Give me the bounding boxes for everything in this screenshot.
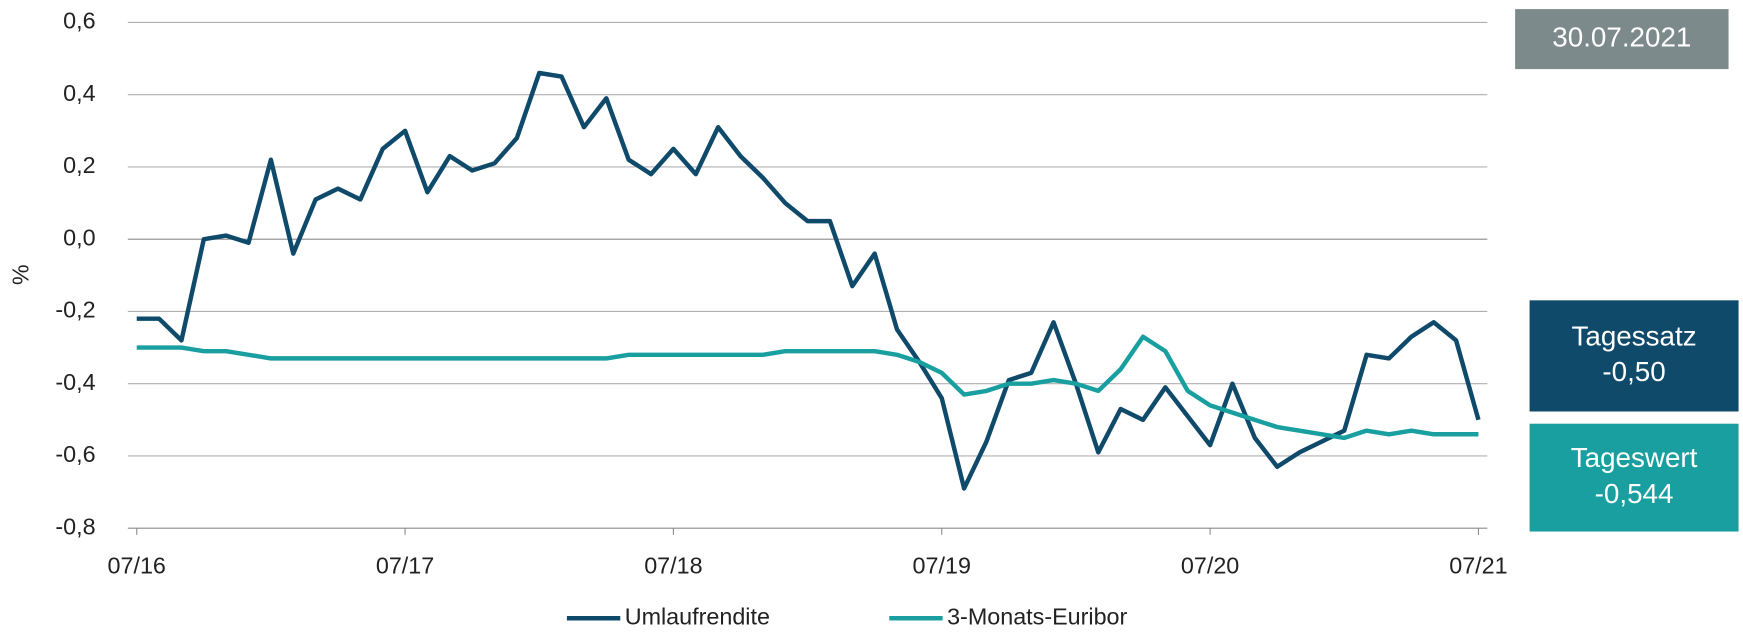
annotation-text: Tageswert — [1571, 442, 1698, 473]
annotation-text: Tagessatz — [1572, 320, 1697, 351]
y-tick-label: -0,2 — [55, 297, 95, 323]
x-tick-label: 07/18 — [644, 552, 702, 578]
annotation-text: -0,544 — [1595, 478, 1674, 509]
annotation-box — [1529, 423, 1739, 532]
y-tick-label: 0,4 — [63, 80, 95, 106]
annotation-box — [1529, 300, 1739, 412]
annotation-text: -0,50 — [1602, 356, 1665, 387]
y-tick-label: 0,6 — [63, 8, 95, 34]
y-axis-label: % — [7, 264, 33, 285]
legend-label: Umlaufrendite — [625, 603, 770, 629]
x-tick-label: 07/19 — [913, 552, 971, 578]
line-series — [136, 334, 1479, 441]
y-tick-label: -0,4 — [55, 369, 95, 395]
y-tick-label: -0,8 — [55, 513, 95, 539]
legend-label: 3-Monats-Euribor — [947, 603, 1127, 629]
y-tick-label: 0,2 — [63, 152, 95, 178]
x-tick-label: 07/20 — [1181, 552, 1239, 578]
annotation-box — [1515, 9, 1729, 70]
annotation-text: 30.07.2021 — [1552, 21, 1691, 52]
x-tick-label: 07/21 — [1449, 552, 1507, 578]
line-series — [136, 70, 1481, 491]
x-tick-label: 07/16 — [108, 552, 166, 578]
y-tick-label: 0,0 — [63, 224, 95, 250]
x-tick-label: 07/17 — [376, 552, 434, 578]
y-tick-label: -0,6 — [55, 441, 95, 467]
